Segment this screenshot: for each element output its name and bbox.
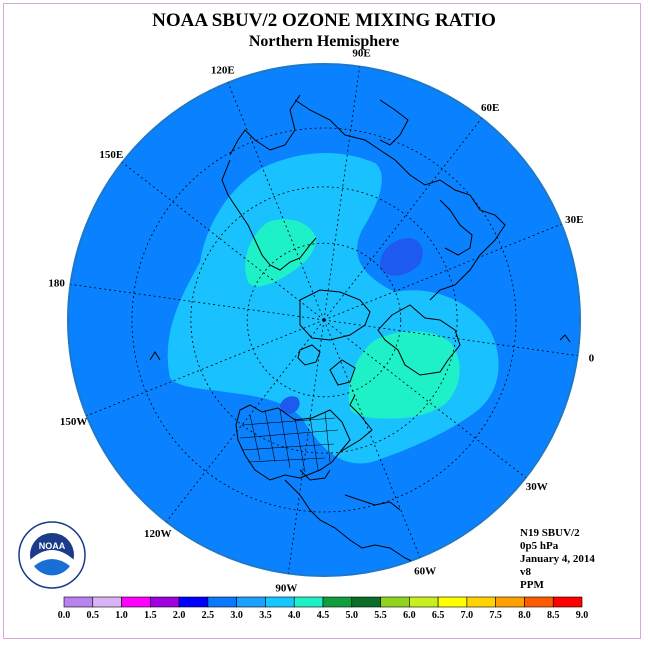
longitude-label: 180 bbox=[48, 277, 65, 289]
colorbar-tick-label: 4.5 bbox=[317, 610, 330, 621]
colorbar-tick-label: 9.0 bbox=[576, 610, 589, 621]
info-block: N19 SBUV/2 0p5 hPa January 4, 2014 v8 PP… bbox=[520, 527, 595, 591]
image-frame bbox=[3, 3, 641, 639]
colorbar: 0.0 0.5 1.0 1.5 2.0 2.5 3.0 3.5 4.0 4.5 5.0 5.5 6.0 6… bbox=[58, 596, 589, 621]
colorbar-tick-label: 5.0 bbox=[346, 610, 359, 621]
longitude-label: 30W bbox=[526, 481, 548, 493]
colorbar-swatch bbox=[63, 596, 94, 608]
colorbar-tick-label: 8.5 bbox=[547, 610, 560, 621]
colorbar-tick-label: 0.5 bbox=[87, 610, 100, 621]
contour-4p0-region-atlantic bbox=[348, 331, 460, 419]
longitude-label: 150E bbox=[99, 149, 123, 161]
map-title: NOAA SBUV/2 OZONE MIXING RATIO bbox=[152, 10, 496, 31]
colorbar-swatch bbox=[466, 596, 496, 608]
colorbar-tick-label: 3.0 bbox=[230, 610, 243, 621]
colorbar-swatch bbox=[178, 596, 209, 608]
longitude-label: 30E bbox=[565, 214, 583, 226]
coastlines bbox=[149, 94, 571, 566]
longitude-label: 150W bbox=[60, 416, 88, 428]
colorbar-swatch bbox=[409, 596, 439, 608]
colorbar-tick-label: 1.5 bbox=[144, 610, 157, 621]
colorbar-swatch bbox=[322, 596, 353, 608]
polar-map: 90E 60E 30E 0 30W 60W 90W 120W 150W 180 150E 120E bbox=[48, 48, 594, 595]
longitude-label: 60E bbox=[481, 102, 499, 114]
longitude-label: 90E bbox=[352, 48, 370, 60]
colorbar-swatch bbox=[380, 596, 410, 608]
longitude-label: 0 bbox=[589, 353, 595, 365]
ozone-contours bbox=[149, 94, 571, 566]
colorbar-tick-label: 7.5 bbox=[489, 610, 502, 621]
longitude-labels: 90E 60E 30E 0 30W 60W 90W 120W 150W 180 150E 120E bbox=[48, 48, 594, 595]
noaa-logo-icon: NOAA bbox=[18, 521, 86, 589]
lower-48-grid bbox=[239, 409, 339, 473]
colorbar-swatch bbox=[552, 596, 583, 608]
latitude-circle bbox=[190, 186, 458, 454]
colorbar-tick-label: 7.0 bbox=[461, 610, 474, 621]
graticule bbox=[70, 66, 578, 574]
colorbar-tick-label: 3.5 bbox=[259, 610, 272, 621]
colorbar-swatch bbox=[293, 596, 324, 608]
colorbar-swatch bbox=[150, 596, 180, 608]
colorbar-tick-label: 0.0 bbox=[58, 610, 71, 621]
map-subtitle: Northern Hemisphere bbox=[249, 33, 399, 50]
colorbar-swatch bbox=[437, 596, 468, 608]
colorbar-tick-label: 6.0 bbox=[403, 610, 416, 621]
colorbar-tick-label: 5.5 bbox=[374, 610, 387, 621]
colorbar-tick-label: 8.0 bbox=[518, 610, 531, 621]
latitude-circle bbox=[246, 242, 402, 398]
latitude-circle bbox=[131, 127, 517, 513]
instrument-label: N19 SBUV/2 bbox=[520, 527, 580, 539]
colorbar-swatch bbox=[207, 596, 237, 608]
contour-2p5-region-canada bbox=[280, 396, 300, 414]
contour-2p5-region-asia bbox=[379, 238, 423, 276]
longitude-label: 90W bbox=[275, 582, 297, 594]
noaa-logo-text: NOAA bbox=[39, 541, 66, 551]
longitude-label: 120W bbox=[144, 528, 172, 540]
colorbar-swatch bbox=[524, 596, 554, 608]
pressure-label: 0p5 hPa bbox=[520, 540, 559, 552]
colorbar-tick-label: 1.0 bbox=[115, 610, 128, 621]
colorbar-swatch bbox=[495, 596, 525, 608]
contour-4p0-region-north bbox=[245, 219, 316, 287]
longitude-label: 120E bbox=[211, 65, 235, 77]
colorbar-tick-label: 6.5 bbox=[432, 610, 445, 621]
date-label: January 4, 2014 bbox=[520, 553, 595, 565]
colorbar-swatch bbox=[92, 596, 122, 608]
colorbar-tick-label: 2.0 bbox=[173, 610, 186, 621]
colorbar-swatch bbox=[265, 596, 295, 608]
colorbar-tick-label: 2.5 bbox=[202, 610, 215, 621]
longitude-label: 60W bbox=[414, 565, 436, 577]
version-label: v8 bbox=[520, 566, 532, 578]
colorbar-swatch bbox=[236, 596, 266, 608]
units-label: PPM bbox=[520, 579, 544, 591]
colorbar-tick-label: 4.0 bbox=[288, 610, 301, 621]
colorbar-swatch bbox=[351, 596, 381, 608]
colorbar-swatch bbox=[121, 596, 151, 608]
